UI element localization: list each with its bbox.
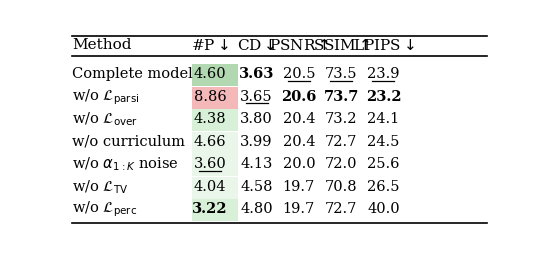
- Text: w/o $\mathcal{L}_{\mathrm{over}}$: w/o $\mathcal{L}_{\mathrm{over}}$: [73, 111, 139, 128]
- Text: w/o $\alpha_{1:K}$ noise: w/o $\alpha_{1:K}$ noise: [73, 156, 179, 173]
- Text: 72.0: 72.0: [325, 157, 358, 171]
- Text: PSNR$\uparrow$: PSNR$\uparrow$: [269, 38, 329, 53]
- Text: 73.2: 73.2: [325, 113, 358, 126]
- Text: CD$\downarrow$: CD$\downarrow$: [238, 38, 276, 53]
- Text: 73.5: 73.5: [325, 68, 358, 82]
- Text: 20.4: 20.4: [283, 135, 315, 149]
- FancyBboxPatch shape: [192, 177, 238, 199]
- Text: 26.5: 26.5: [367, 180, 400, 194]
- Text: 19.7: 19.7: [283, 202, 315, 216]
- Text: SSIM$\uparrow$: SSIM$\uparrow$: [313, 38, 370, 53]
- FancyBboxPatch shape: [192, 199, 238, 221]
- Text: 4.80: 4.80: [240, 202, 273, 216]
- Text: 4.58: 4.58: [240, 180, 273, 194]
- Text: 3.60: 3.60: [194, 157, 227, 171]
- Text: w/o $\mathcal{L}_{\mathrm{perc}}$: w/o $\mathcal{L}_{\mathrm{perc}}$: [73, 200, 138, 219]
- Text: 25.6: 25.6: [367, 157, 400, 171]
- Text: Complete model: Complete model: [73, 68, 193, 82]
- Text: Method: Method: [73, 38, 132, 52]
- Text: w/o $\mathcal{L}_{\mathrm{parsi}}$: w/o $\mathcal{L}_{\mathrm{parsi}}$: [73, 87, 140, 107]
- Text: 3.65: 3.65: [240, 90, 273, 104]
- Text: LPIPS$\downarrow$: LPIPS$\downarrow$: [353, 38, 414, 53]
- Text: 4.04: 4.04: [194, 180, 226, 194]
- Text: 3.99: 3.99: [240, 135, 273, 149]
- Text: 20.0: 20.0: [282, 157, 315, 171]
- FancyBboxPatch shape: [192, 87, 238, 109]
- Text: 23.2: 23.2: [366, 90, 401, 104]
- Text: w/o $\mathcal{L}_{\mathrm{TV}}$: w/o $\mathcal{L}_{\mathrm{TV}}$: [73, 178, 129, 196]
- FancyBboxPatch shape: [192, 64, 238, 86]
- Text: 24.1: 24.1: [367, 113, 400, 126]
- Text: #P$\downarrow$: #P$\downarrow$: [191, 38, 229, 53]
- Text: 23.9: 23.9: [367, 68, 400, 82]
- Text: 40.0: 40.0: [367, 202, 400, 216]
- FancyBboxPatch shape: [192, 109, 238, 131]
- Text: 73.7: 73.7: [323, 90, 359, 104]
- Text: 20.6: 20.6: [281, 90, 317, 104]
- FancyBboxPatch shape: [192, 132, 238, 154]
- Text: 72.7: 72.7: [325, 135, 358, 149]
- Text: 4.66: 4.66: [194, 135, 227, 149]
- Text: 4.38: 4.38: [194, 113, 227, 126]
- Text: 70.8: 70.8: [325, 180, 358, 194]
- Text: 3.80: 3.80: [240, 113, 273, 126]
- Text: 19.7: 19.7: [283, 180, 315, 194]
- Text: 20.5: 20.5: [283, 68, 315, 82]
- Text: 24.5: 24.5: [367, 135, 400, 149]
- Text: 3.22: 3.22: [192, 202, 228, 216]
- Text: 20.4: 20.4: [283, 113, 315, 126]
- Text: 4.13: 4.13: [240, 157, 273, 171]
- FancyBboxPatch shape: [192, 154, 238, 176]
- Text: w/o curriculum: w/o curriculum: [73, 135, 186, 149]
- Text: 72.7: 72.7: [325, 202, 358, 216]
- Text: 3.63: 3.63: [239, 68, 274, 82]
- Text: 4.60: 4.60: [194, 68, 227, 82]
- Text: 8.86: 8.86: [194, 90, 227, 104]
